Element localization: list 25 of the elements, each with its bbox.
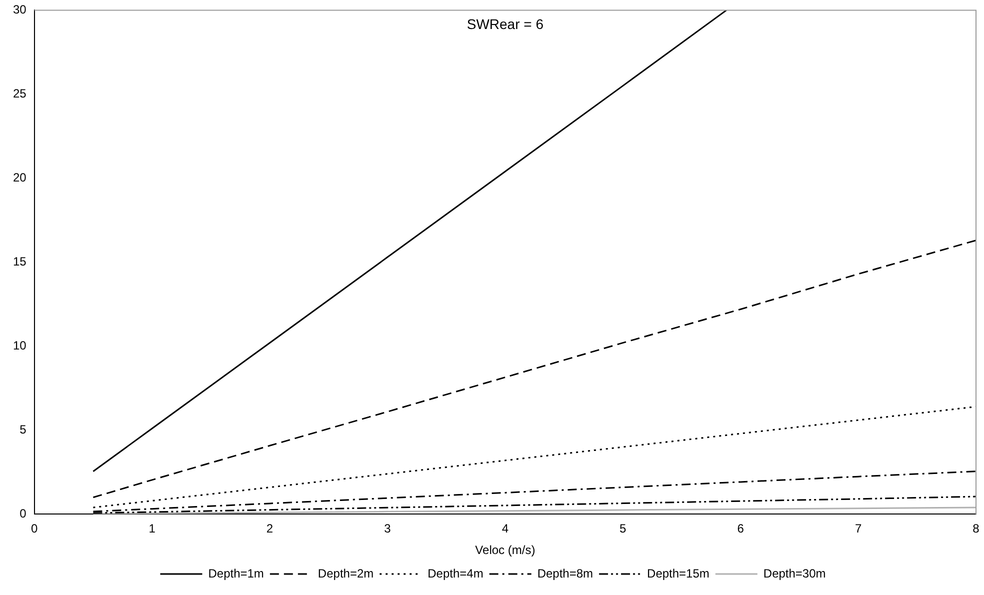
x-tick-label: 6 xyxy=(737,522,744,536)
x-tick-label: 8 xyxy=(972,522,980,536)
y-tick-label: 30 xyxy=(12,2,27,17)
x-tick-label: 7 xyxy=(854,522,862,536)
x-tick-label: 2 xyxy=(266,522,274,536)
text: SWRear = 6 xyxy=(466,16,544,32)
y-tick-label: 15 xyxy=(12,254,27,269)
legend-label: Depth=2m xyxy=(318,566,374,580)
legend-label: Depth=15m xyxy=(647,566,710,580)
legend-label: Depth=8m xyxy=(537,566,594,580)
y-tick-label: 25 xyxy=(12,86,27,101)
legend-label: Depth=30m xyxy=(763,566,826,580)
x-tick-label: 5 xyxy=(620,522,627,536)
legend-label: Depth=4m xyxy=(428,566,484,580)
line-series xyxy=(92,240,976,498)
x-tick-label: 3 xyxy=(384,522,392,536)
x-axis-title: Veloc (m/s) xyxy=(475,543,536,558)
legend-label: Depth=1m xyxy=(208,566,264,580)
y-tick-label: 0 xyxy=(20,506,27,521)
y-tick-label: 5 xyxy=(20,422,27,437)
y-tick-label: 10 xyxy=(12,338,27,353)
y-tick-label: 20 xyxy=(12,170,27,185)
x-tick-label: 4 xyxy=(502,522,509,536)
x-tick-label: 0 xyxy=(31,522,38,536)
x-tick-label: 1 xyxy=(148,522,156,536)
